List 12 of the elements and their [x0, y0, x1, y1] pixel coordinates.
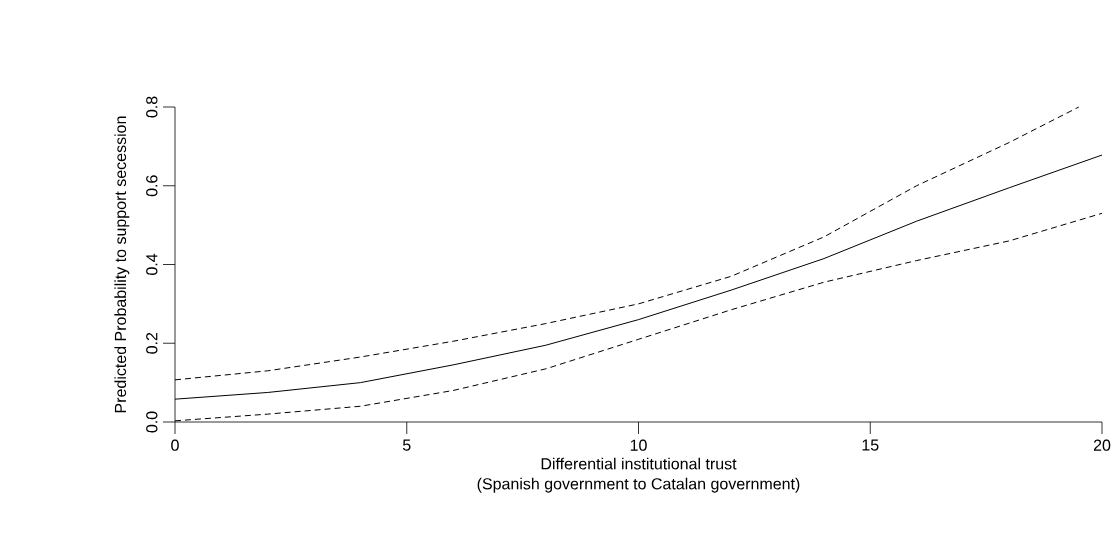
y-axis-title: Predicted Probability to support secession: [114, 116, 130, 413]
x-tick-label: 5: [402, 439, 411, 451]
y-tick-label: 0.2: [146, 332, 158, 354]
y-tick-label: 0.0: [146, 411, 158, 433]
x-axis-title: Differential institutional trust (Spanish government to Catalan government): [477, 457, 800, 493]
x-tick-label: 10: [630, 439, 647, 451]
x-tick-label: 15: [862, 439, 879, 451]
x-tick-label: 20: [1093, 439, 1111, 451]
y-tick-label: 0.4: [146, 253, 158, 275]
x-tick-label: 0: [171, 439, 179, 451]
y-tick-label: 0.6: [146, 175, 158, 197]
y-tick-label: 0.8: [146, 96, 158, 118]
